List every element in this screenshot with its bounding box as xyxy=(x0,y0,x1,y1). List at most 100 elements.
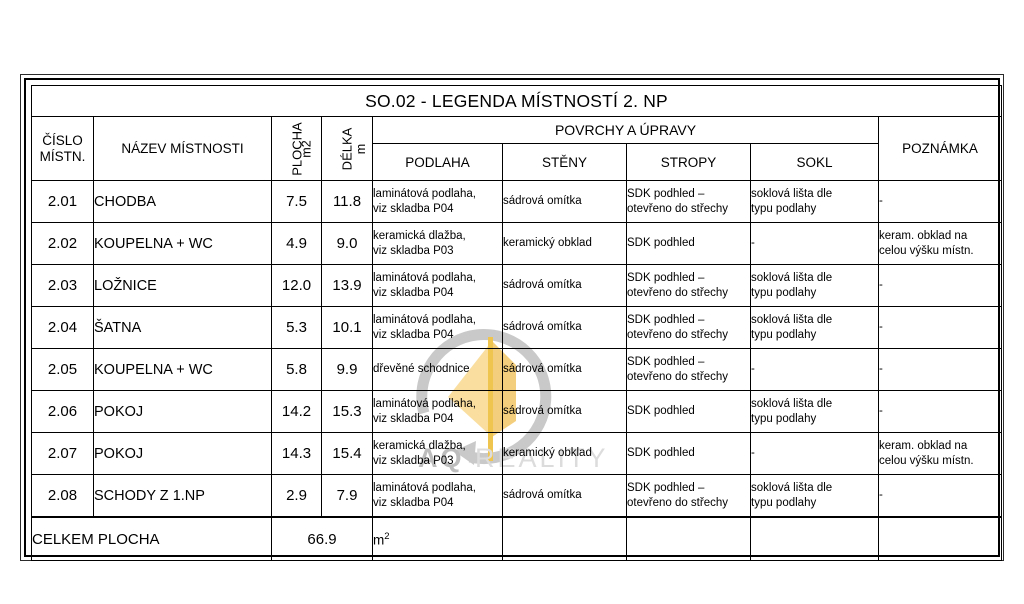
cell-walls: sádrová omítka xyxy=(502,390,627,433)
cell-ceilings-line2: otevřeno do střechy xyxy=(627,202,729,215)
table-row: 2.06 POKOJ 14.2 15.3 laminátová podlaha,… xyxy=(31,390,1003,433)
cell-note: - xyxy=(877,348,1003,391)
cell-area: 7.5 xyxy=(271,180,322,223)
cell-note: - xyxy=(877,390,1003,433)
cell-floor-line1: keramická dlažba, xyxy=(373,440,466,453)
cell-skirting-line2: typu podlahy xyxy=(751,202,817,215)
total-blank-note xyxy=(877,516,1003,561)
cell-note: - xyxy=(877,474,1003,518)
cell-skirting: - xyxy=(750,348,879,391)
cell-floor-line2: viz skladba P04 xyxy=(373,412,454,425)
table-row: 2.08 SCHODY Z 1.NP 2.9 7.9 laminátová po… xyxy=(31,474,1003,518)
cell-floor-line2: viz skladba P04 xyxy=(373,496,454,509)
cell-floor-line1: laminátová podlaha, xyxy=(373,314,476,327)
cell-floor-line1: dřevěné schodnice xyxy=(373,363,470,376)
cell-walls-line1: sádrová omítka xyxy=(503,195,582,208)
cell-ceilings-line1: SDK podhled xyxy=(627,405,695,418)
cell-room-number: 2.01 xyxy=(31,180,94,223)
total-unit: m2 xyxy=(372,516,503,561)
cell-skirting: soklová lišta dle typu podlahy xyxy=(750,390,879,433)
cell-skirting-line1: soklová lišta dle xyxy=(751,272,833,285)
col-header-room-number-line2: MÍSTN. xyxy=(39,148,86,164)
header-row-sub: PODLAHA STĚNY STROPY SOKL xyxy=(32,143,1002,181)
cell-area: 4.9 xyxy=(271,222,322,265)
cell-note-line1: - xyxy=(879,405,883,418)
cell-walls-line1: sádrová omítka xyxy=(503,489,582,502)
table-row: 2.07 POKOJ 14.3 15.4 keramická dlažba, v… xyxy=(31,432,1003,475)
cell-floor-line2: viz skladba P04 xyxy=(373,286,454,299)
table-row: 2.03 LOŽNICE 12.0 13.9 laminátová podlah… xyxy=(31,264,1003,307)
col-header-area-unit-text: m xyxy=(299,146,314,158)
cell-ceilings-line2: otevřeno do střechy xyxy=(627,328,729,341)
cell-floor-line1: laminátová podlaha, xyxy=(373,398,476,411)
cell-skirting-line1: - xyxy=(751,447,755,460)
cell-ceilings-line1: SDK podhled – xyxy=(627,314,705,327)
cell-skirting-line1: soklová lišta dle xyxy=(751,314,833,327)
cell-area: 2.9 xyxy=(271,474,322,518)
cell-length: 10.1 xyxy=(321,306,373,349)
cell-floor: dřevěné schodnice xyxy=(372,348,503,391)
table-row: 2.02 KOUPELNA + WC 4.9 9.0 keramická dla… xyxy=(31,222,1003,265)
cell-note-line1: keram. obklad na xyxy=(879,230,968,243)
cell-note: - xyxy=(877,180,1003,223)
cell-ceilings-line1: SDK podhled – xyxy=(627,356,705,369)
cell-walls: sádrová omítka xyxy=(502,474,627,518)
col-header-room-number-line1: ČÍSLO xyxy=(42,132,83,148)
cell-room-number: 2.07 xyxy=(31,432,94,475)
cell-skirting-line2: typu podlahy xyxy=(751,412,817,425)
cell-floor: laminátová podlaha, viz skladba P04 xyxy=(372,180,503,223)
cell-room-number: 2.04 xyxy=(31,306,94,349)
total-blank-ceilings xyxy=(626,516,751,561)
cell-note-line2: celou výšku místn. xyxy=(879,244,974,257)
cell-walls: sádrová omítka xyxy=(502,348,627,391)
total-label: CELKEM PLOCHA xyxy=(31,516,272,561)
cell-walls-line1: sádrová omítka xyxy=(503,279,582,292)
cell-skirting: soklová lišta dle typu podlahy xyxy=(750,306,879,349)
cell-walls: sádrová omítka xyxy=(502,180,627,223)
cell-room-name: KOUPELNA + WC xyxy=(93,348,272,391)
cell-room-number: 2.06 xyxy=(31,390,94,433)
col-header-walls: STĚNY xyxy=(502,143,627,181)
table-row: 2.01 CHODBA 7.5 11.8 laminátová podlaha,… xyxy=(31,180,1003,223)
col-header-length-label: DÉLKA xyxy=(340,127,355,170)
cell-walls-line1: sádrová omítka xyxy=(503,363,582,376)
cell-area: 5.3 xyxy=(271,306,322,349)
cell-room-number: 2.08 xyxy=(31,474,94,518)
cell-ceilings: SDK podhled xyxy=(626,390,751,433)
cell-room-name: LOŽNICE xyxy=(93,264,272,307)
cell-skirting-line2: typu podlahy xyxy=(751,496,817,509)
cell-room-name: POKOJ xyxy=(93,432,272,475)
total-value: 66.9 xyxy=(271,516,373,561)
cell-floor: laminátová podlaha, viz skladba P04 xyxy=(372,264,503,307)
cell-room-name: SCHODY Z 1.NP xyxy=(93,474,272,518)
cell-ceilings: SDK podhled xyxy=(626,432,751,475)
cell-ceilings: SDK podhled – otevřeno do střechy xyxy=(626,348,751,391)
total-blank-walls xyxy=(502,516,627,561)
col-header-room-number: ČÍSLO MÍSTN. xyxy=(31,116,94,181)
cell-skirting: soklová lišta dle typu podlahy xyxy=(750,474,879,518)
cell-walls: sádrová omítka xyxy=(502,306,627,349)
cell-ceilings-line1: SDK podhled – xyxy=(627,188,705,201)
cell-floor: keramická dlažba, viz skladba P03 xyxy=(372,432,503,475)
cell-floor: laminátová podlaha, viz skladba P04 xyxy=(372,306,503,349)
cell-length: 11.8 xyxy=(321,180,373,223)
cell-ceilings: SDK podhled – otevřeno do střechy xyxy=(626,474,751,518)
cell-skirting: - xyxy=(750,432,879,475)
table-frame: AQ REALITY SO.02 - LEGENDA MÍSTNOSTÍ 2. … xyxy=(24,78,1003,561)
cell-note: - xyxy=(877,264,1003,307)
cell-skirting-line1: - xyxy=(751,237,755,250)
cell-floor: laminátová podlaha, viz skladba P04 xyxy=(372,390,503,433)
total-unit-sup: 2 xyxy=(384,530,390,542)
cell-skirting-line1: soklová lišta dle xyxy=(751,482,833,495)
col-header-area-unit-sup: 2 xyxy=(299,139,314,147)
cell-room-number: 2.05 xyxy=(31,348,94,391)
cell-note: - xyxy=(877,306,1003,349)
cell-ceilings: SDK podhled – otevřeno do střechy xyxy=(626,180,751,223)
cell-walls: sádrová omítka xyxy=(502,264,627,307)
cell-ceilings-line2: otevřeno do střechy xyxy=(627,286,729,299)
col-header-group-surfaces: POVRCHY A ÚPRAVY xyxy=(372,116,879,144)
cell-ceilings-line2: otevřeno do střechy xyxy=(627,370,729,383)
cell-note: keram. obklad na celou výšku místn. xyxy=(877,222,1003,265)
cell-ceilings-line1: SDK podhled – xyxy=(627,272,705,285)
room-legend-table: SO.02 - LEGENDA MÍSTNOSTÍ 2. NP ČÍSLO MÍ… xyxy=(30,85,1003,561)
